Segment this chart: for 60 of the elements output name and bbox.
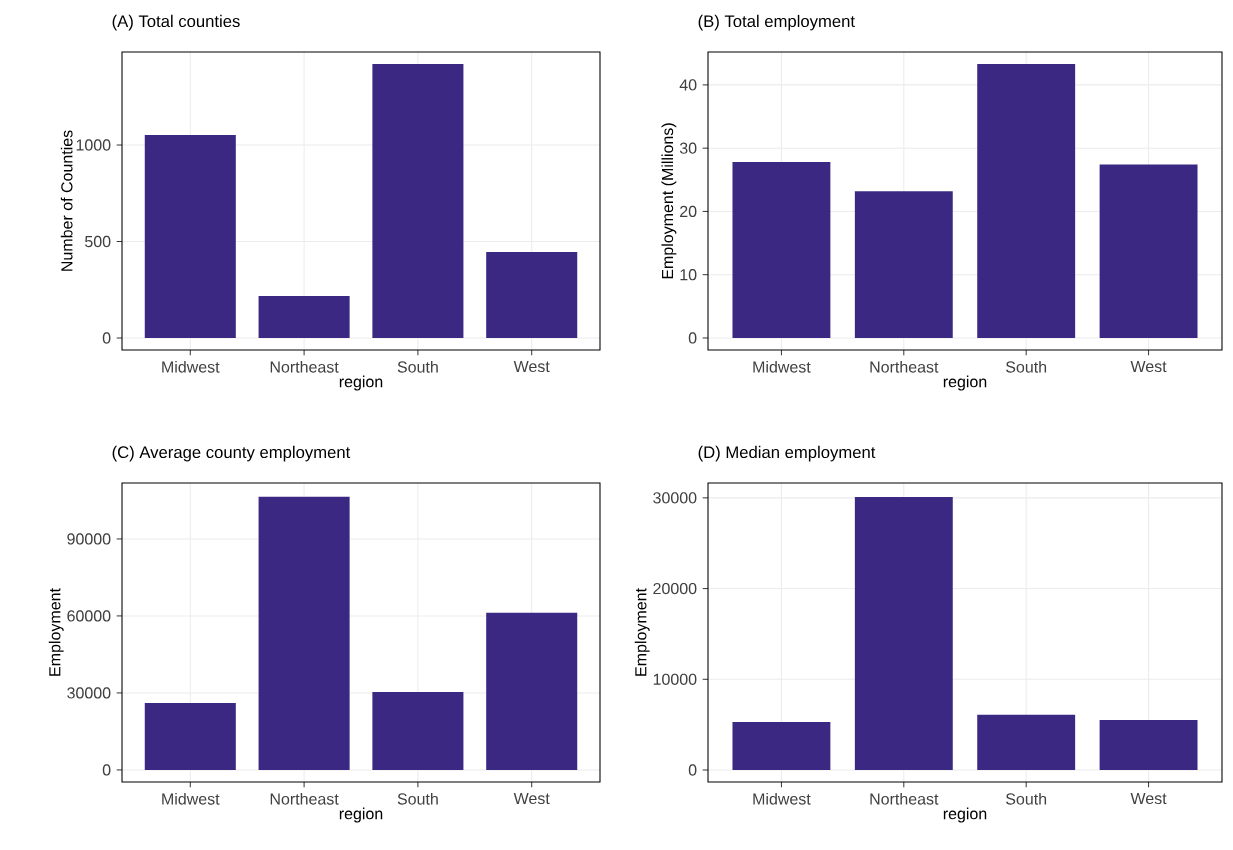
- x-tick-label: Northeast: [870, 792, 939, 805]
- x-axis-title: region: [339, 807, 383, 823]
- x-tick-label: West: [1130, 360, 1167, 373]
- x-tick-label: Northeast: [270, 360, 339, 373]
- y-axis-title: Number of Counties: [60, 130, 73, 271]
- chart-title: (C) Average county employment: [112, 445, 351, 462]
- bar: [732, 721, 831, 771]
- y-tick-label: 500: [85, 235, 111, 248]
- y-tick-label: 0: [102, 332, 111, 344]
- x-tick-label: Midwest: [162, 360, 220, 373]
- x-tick-label: West: [513, 360, 550, 373]
- y-tick-label: 20: [680, 205, 697, 218]
- bar: [372, 691, 464, 770]
- x-tick-label: Midwest: [162, 792, 220, 805]
- y-axis-title: Employment: [634, 588, 650, 676]
- x-tick-label: South: [397, 792, 438, 805]
- bar: [1099, 164, 1198, 338]
- y-tick-label: 40: [679, 79, 697, 91]
- bar: [854, 191, 953, 338]
- y-axis-title: Employment: [48, 588, 64, 676]
- bar: [977, 714, 1076, 771]
- y-tick-label: 30: [679, 142, 697, 154]
- bar: [854, 496, 953, 771]
- x-axis-title: region: [339, 375, 383, 391]
- y-tick-label: 1000: [76, 139, 111, 151]
- x-axis-title: region: [943, 807, 987, 823]
- x-tick-label: Midwest: [753, 360, 811, 373]
- y-tick-label: 30000: [653, 492, 697, 504]
- chart-title: (D) Median employment: [698, 445, 876, 462]
- bar: [144, 702, 236, 770]
- bar: [372, 63, 464, 339]
- bar: [258, 496, 350, 770]
- x-axis-title: region: [943, 375, 987, 391]
- y-axis-title: Employment (Millions): [661, 123, 677, 279]
- y-tick-label: 20000: [653, 582, 697, 595]
- chart-title: (B) Total employment: [698, 14, 855, 31]
- y-tick-label: 30000: [67, 687, 111, 699]
- y-tick-label: 0: [688, 332, 697, 344]
- bar: [486, 612, 578, 770]
- x-tick-label: South: [1006, 360, 1047, 373]
- x-tick-label: West: [513, 792, 550, 805]
- y-tick-label: 90000: [67, 533, 111, 545]
- y-tick-label: 10: [680, 269, 697, 281]
- bar: [486, 251, 578, 339]
- x-tick-label: Northeast: [270, 792, 339, 805]
- x-tick-label: West: [1130, 792, 1167, 805]
- bar: [732, 162, 831, 338]
- y-tick-label: 0: [688, 764, 697, 776]
- y-tick-label: 60000: [67, 610, 111, 622]
- bar: [977, 64, 1076, 338]
- bar: [258, 295, 350, 339]
- y-tick-label: 10000: [653, 673, 697, 685]
- bar: [144, 134, 236, 339]
- x-tick-label: Northeast: [870, 360, 939, 373]
- x-tick-label: Midwest: [753, 792, 811, 805]
- y-tick-label: 0: [102, 764, 111, 776]
- x-tick-label: South: [397, 360, 438, 373]
- bar: [1099, 720, 1198, 771]
- x-tick-label: South: [1006, 792, 1047, 805]
- chart-title: (A) Total counties: [112, 14, 240, 31]
